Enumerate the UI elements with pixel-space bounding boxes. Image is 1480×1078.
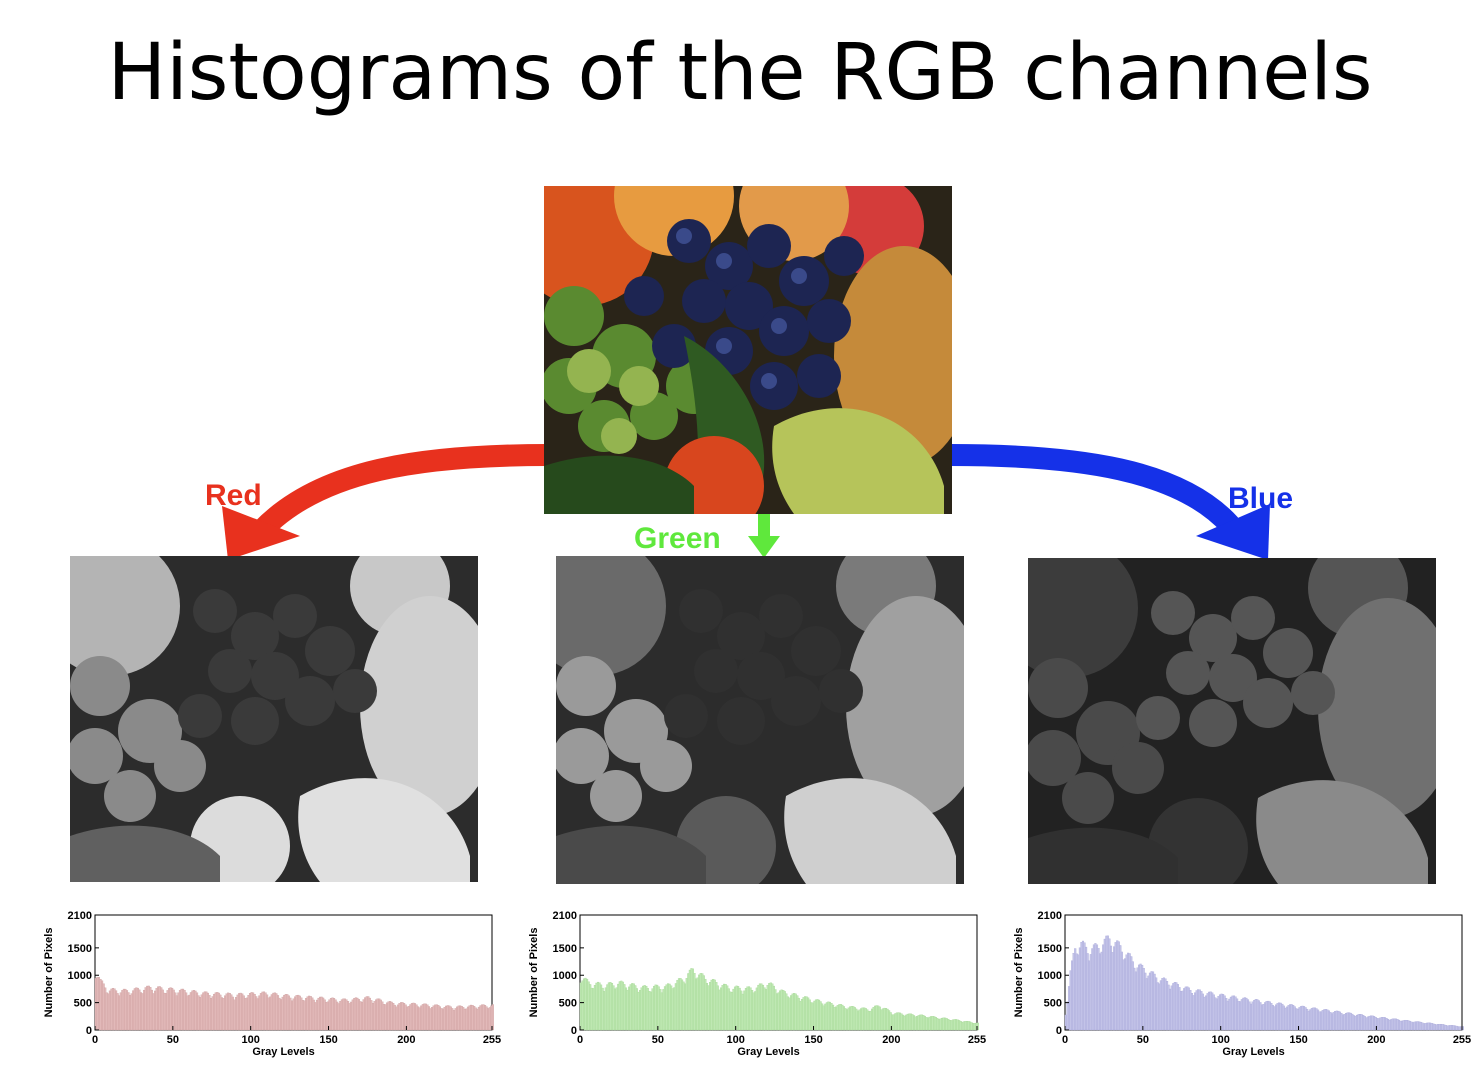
y-tick-label: 1500 (1038, 943, 1062, 955)
green-channel-image (556, 556, 964, 884)
blue-histogram: 0 50 100 150 200 255 0 500 1000 1500 2100 Gray Leve… (1013, 910, 1471, 1058)
x-tick-label: 100 (727, 1034, 745, 1046)
red-histogram: 0 50 100 150 200 255 0 500 1000 1500 2100 Gray Leve… (43, 910, 501, 1058)
x-axis-label: Gray Levels (737, 1046, 799, 1058)
y-tick-label: 2100 (68, 910, 92, 922)
y-tick-label: 0 (86, 1025, 92, 1037)
x-tick-label: 150 (1289, 1034, 1307, 1046)
blue-channel-image (1028, 558, 1436, 884)
blue-label: Blue (1228, 482, 1293, 515)
x-tick-label: 50 (167, 1034, 179, 1046)
x-tick-label: 200 (882, 1034, 900, 1046)
y-tick-label: 1500 (553, 943, 577, 955)
x-tick-label: 150 (319, 1034, 337, 1046)
y-tick-label: 2100 (1038, 910, 1062, 922)
x-tick-label: 100 (242, 1034, 260, 1046)
color-photo (544, 186, 952, 514)
x-axis-label: Gray Levels (252, 1046, 314, 1058)
y-axis-label: Number of Pixels (528, 928, 540, 1018)
y-tick-label: 1000 (1038, 970, 1062, 982)
red-arrow (222, 444, 549, 560)
y-axis-label: Number of Pixels (1013, 928, 1025, 1018)
x-tick-label: 0 (1062, 1034, 1068, 1046)
y-tick-label: 1500 (68, 943, 92, 955)
x-tick-label: 255 (483, 1034, 501, 1046)
x-tick-label: 255 (968, 1034, 986, 1046)
x-tick-label: 100 (1212, 1034, 1230, 1046)
green-label: Green (634, 522, 721, 555)
y-tick-label: 2100 (553, 910, 577, 922)
x-tick-label: 200 (397, 1034, 415, 1046)
x-tick-label: 150 (804, 1034, 822, 1046)
x-tick-label: 50 (652, 1034, 664, 1046)
x-tick-label: 0 (577, 1034, 583, 1046)
red-label: Red (205, 479, 262, 512)
x-tick-label: 200 (1367, 1034, 1385, 1046)
x-tick-label: 50 (1137, 1034, 1149, 1046)
green-arrow (748, 514, 780, 558)
histogram-bar (491, 1004, 494, 1031)
x-tick-label: 0 (92, 1034, 98, 1046)
y-tick-label: 0 (1056, 1025, 1062, 1037)
y-tick-label: 500 (559, 998, 577, 1010)
y-tick-label: 1000 (68, 970, 92, 982)
channel-arrows: Red Green Blue (205, 444, 1293, 560)
page-title: Histograms of the RGB channels (107, 28, 1373, 118)
y-tick-label: 1000 (553, 970, 577, 982)
x-axis-label: Gray Levels (1222, 1046, 1284, 1058)
y-tick-label: 500 (74, 998, 92, 1010)
red-channel-image (70, 556, 478, 882)
y-tick-label: 500 (1044, 998, 1062, 1010)
green-histogram: 0 50 100 150 200 255 0 500 1000 1500 2100 Gray Leve… (528, 910, 986, 1058)
x-tick-label: 255 (1453, 1034, 1471, 1046)
blue-arrow (949, 444, 1270, 560)
y-axis-label: Number of Pixels (43, 928, 55, 1018)
y-tick-label: 0 (571, 1025, 577, 1037)
